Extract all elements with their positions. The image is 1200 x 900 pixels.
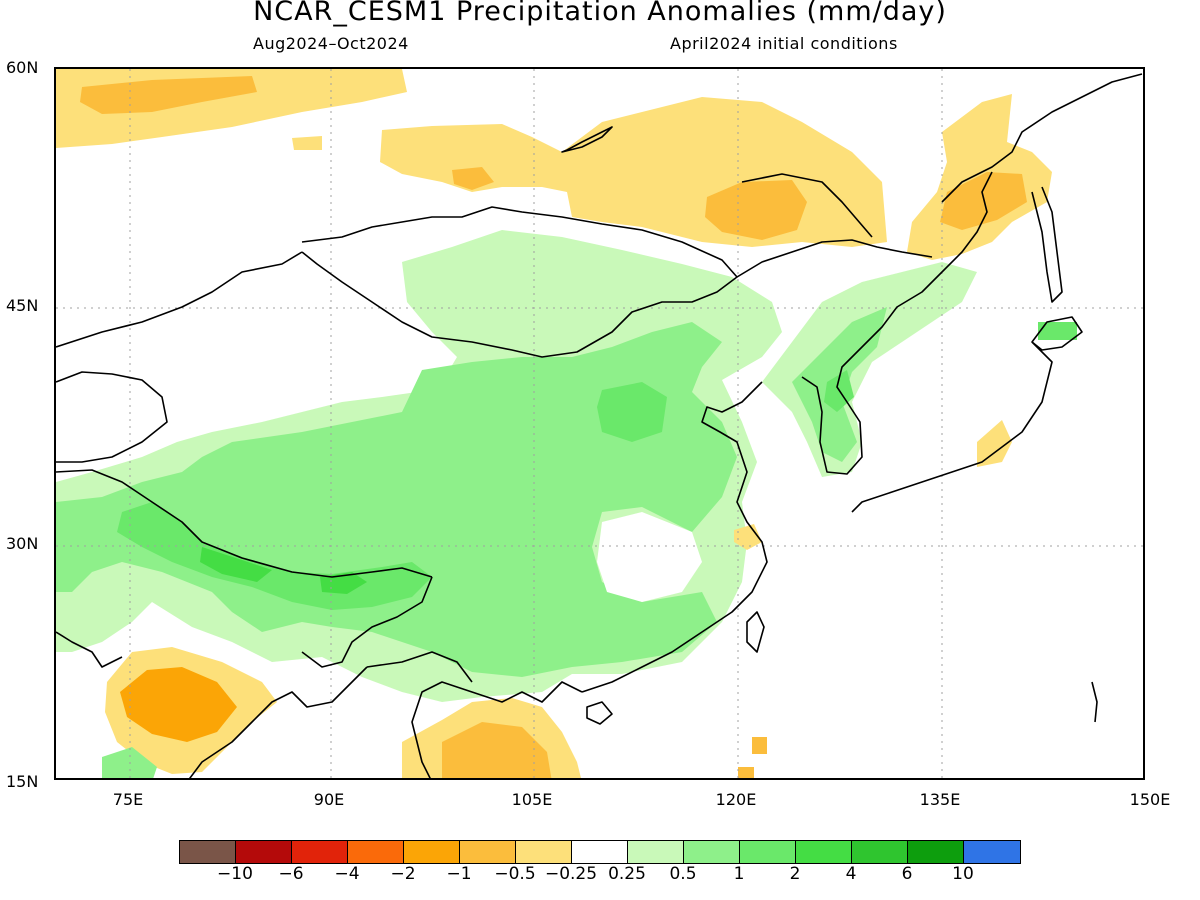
colorbar-swatch <box>796 841 852 863</box>
lon-label-135e: 135E <box>919 790 961 809</box>
colorbar <box>179 840 1021 864</box>
wet-region-china-mid <box>56 322 737 677</box>
dry-region-nw-siberia-spot <box>292 136 322 150</box>
dry-region-nw-siberia-core <box>80 76 257 114</box>
anomaly-shading <box>56 69 1077 778</box>
subtitle-period: Aug2024–Oct2024 <box>253 34 409 53</box>
colorbar-swatch <box>348 841 404 863</box>
coastlines-borders <box>56 73 1143 778</box>
dry-region-indochina-core <box>442 722 552 778</box>
colorbar-swatch <box>292 841 348 863</box>
colorbar-swatch <box>404 841 460 863</box>
wet-region-manchuria <box>762 262 977 477</box>
colorbar-tick-label: −0.5 <box>494 864 536 884</box>
colorbar-swatch <box>964 841 1020 863</box>
map-frame <box>54 67 1145 780</box>
lat-label-30n: 30N <box>6 534 39 553</box>
wet-region-himalaya-core <box>200 547 272 582</box>
colorbar-swatch <box>908 841 964 863</box>
lat-label-60n: 60N <box>6 58 39 77</box>
wet-region-hokkaido <box>1038 322 1077 340</box>
colorbar-tick-label: 2 <box>789 864 801 884</box>
lon-label-105e: 105E <box>511 790 553 809</box>
lon-label-90e: 90E <box>313 790 345 809</box>
colorbar-tick-label: 6 <box>901 864 913 884</box>
colorbar-tick-label: 1 <box>733 864 745 884</box>
colorbar-tick-label: 0.25 <box>608 864 646 884</box>
colorbar-tick-label: −2 <box>390 864 416 884</box>
dry-region-baikal-spot <box>452 167 494 190</box>
colorbar-swatch <box>628 841 684 863</box>
colorbar-swatch <box>236 841 292 863</box>
colorbar-tick-label: −10 <box>217 864 253 884</box>
lat-label-45n: 45N <box>6 296 39 315</box>
colorbar-tick-label: 4 <box>845 864 857 884</box>
subtitle-initial-conditions: April2024 initial conditions <box>670 34 898 53</box>
anomaly-map <box>56 69 1143 778</box>
colorbar-swatch <box>180 841 236 863</box>
lon-label-120e: 120E <box>715 790 757 809</box>
colorbar-swatch <box>740 841 796 863</box>
dry-region-philippines <box>738 737 767 778</box>
dry-region-yangtze <box>734 524 762 550</box>
colorbar-tick-label: −4 <box>334 864 360 884</box>
colorbar-tick-label: 0.5 <box>669 864 697 884</box>
map-title: NCAR_CESM1 Precipitation Anomalies (mm/d… <box>253 0 947 27</box>
dry-region-baikal-core <box>705 180 807 240</box>
dry-region-japan <box>977 420 1012 467</box>
wet-region-china-core <box>597 382 667 442</box>
colorbar-swatch <box>460 841 516 863</box>
colorbar-swatch <box>852 841 908 863</box>
colorbar-tick-label: −0.25 <box>544 864 598 884</box>
lat-label-15n: 15N <box>6 772 39 791</box>
colorbar-tick-label: −1 <box>446 864 472 884</box>
dry-region-india-core <box>120 667 237 742</box>
lon-label-75e: 75E <box>112 790 144 809</box>
colorbar-swatch <box>572 841 628 863</box>
colorbar-swatch <box>516 841 572 863</box>
dry-gap-sichuan <box>597 512 702 602</box>
lon-label-150e: 150E <box>1129 790 1171 809</box>
colorbar-swatch <box>684 841 740 863</box>
colorbar-tick-label: −6 <box>278 864 304 884</box>
colorbar-tick-label: 10 <box>952 864 974 884</box>
